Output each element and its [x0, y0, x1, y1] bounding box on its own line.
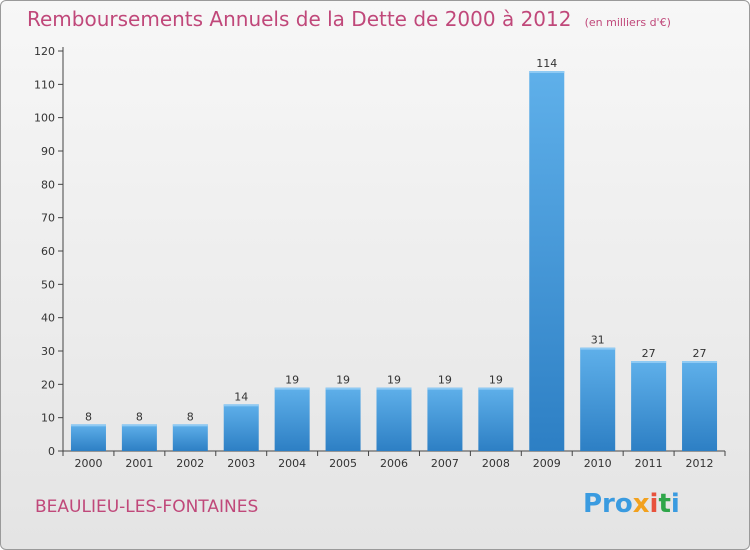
x-tick-label: 2002	[176, 457, 204, 470]
chart-title-main: Remboursements Annuels de la Dette de 20…	[27, 7, 572, 31]
bar	[478, 387, 514, 451]
bar-value-label: 114	[536, 57, 557, 70]
y-tick-label: 80	[41, 178, 55, 191]
bar-highlight	[580, 347, 616, 350]
bar	[223, 404, 259, 451]
bar	[529, 71, 565, 451]
x-tick-label: 2001	[125, 457, 153, 470]
y-tick-label: 20	[41, 378, 55, 391]
bar-highlight	[682, 361, 718, 363]
bar-highlight	[121, 424, 157, 427]
y-tick-label: 60	[41, 245, 55, 258]
bar-highlight	[631, 361, 667, 363]
y-tick-label: 40	[41, 312, 55, 325]
bar-value-label: 27	[693, 347, 707, 360]
y-tick-label: 10	[41, 412, 55, 425]
bar-highlight	[325, 387, 361, 390]
logo-part-2: x	[632, 489, 650, 519]
bar	[427, 387, 463, 451]
logo-part-4: t	[658, 489, 671, 519]
bar-value-label: 19	[285, 374, 299, 387]
bar-highlight	[274, 387, 310, 390]
y-tick-label: 90	[41, 145, 55, 158]
y-tick-label: 110	[34, 78, 55, 91]
bar	[274, 387, 310, 451]
x-tick-label: 2005	[329, 457, 357, 470]
bar-value-label: 19	[387, 374, 401, 387]
bar-highlight	[172, 424, 208, 427]
bar-value-label: 27	[642, 347, 656, 360]
x-tick-label: 2004	[278, 457, 306, 470]
bar-value-label: 8	[85, 410, 92, 423]
bar	[631, 361, 667, 451]
x-tick-label: 2008	[482, 457, 510, 470]
bar	[376, 387, 412, 451]
x-tick-label: 2012	[686, 457, 714, 470]
logo-part-5: i	[670, 489, 680, 519]
bar	[121, 424, 157, 451]
chart-title: Remboursements Annuels de la Dette de 20…	[27, 7, 671, 31]
y-tick-label: 100	[34, 112, 55, 125]
y-tick-label: 30	[41, 345, 55, 358]
x-tick-label: 2006	[380, 457, 408, 470]
bar-highlight	[427, 387, 463, 390]
bar-highlight	[223, 404, 259, 407]
bar-value-label: 19	[336, 374, 350, 387]
x-tick-label: 2007	[431, 457, 459, 470]
bar-highlight	[478, 387, 514, 390]
commune-name: BEAULIEU-LES-FONTAINES	[35, 497, 259, 517]
bar-value-label: 14	[234, 390, 248, 403]
bar	[172, 424, 208, 451]
bar-highlight	[529, 71, 565, 73]
x-tick-label: 2009	[533, 457, 561, 470]
y-tick-label: 70	[41, 212, 55, 225]
bar-value-label: 8	[136, 410, 143, 423]
bar	[70, 424, 106, 451]
x-tick-label: 2010	[584, 457, 612, 470]
bar-value-label: 8	[187, 410, 194, 423]
x-tick-label: 2003	[227, 457, 255, 470]
y-tick-label: 120	[34, 45, 55, 58]
bar-value-label: 31	[591, 334, 605, 347]
logo-part-1: Pro	[583, 489, 633, 519]
x-tick-label: 2000	[74, 457, 102, 470]
x-tick-label: 2011	[635, 457, 663, 470]
bar	[580, 347, 616, 451]
bar	[682, 361, 718, 451]
bar	[325, 387, 361, 451]
logo-part-3: i	[649, 489, 659, 519]
chart-title-unit: (en milliers d'€)	[584, 16, 671, 29]
proxiti-logo: Proxiti	[583, 489, 680, 519]
bar-highlight	[70, 424, 106, 427]
bar-value-label: 19	[489, 374, 503, 387]
bar-value-label: 19	[438, 374, 452, 387]
bar-highlight	[376, 387, 412, 390]
y-tick-label: 0	[48, 445, 55, 458]
y-tick-label: 50	[41, 278, 55, 291]
